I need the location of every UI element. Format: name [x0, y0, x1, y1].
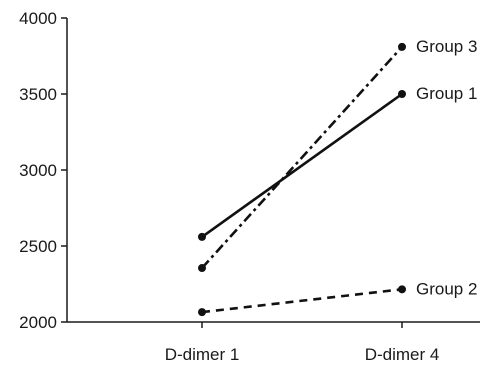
data-point — [398, 90, 406, 98]
series-group-2: Group 2 — [198, 279, 477, 317]
series-label: Group 2 — [416, 279, 477, 298]
y-tick-label: 4000 — [19, 9, 57, 28]
y-tick-label: 3500 — [19, 85, 57, 104]
series-label: Group 1 — [416, 84, 477, 103]
series-line — [201, 46, 403, 269]
data-point — [398, 285, 406, 294]
series-group-3: Group 3 — [198, 37, 477, 273]
series-line — [201, 288, 403, 314]
y-tick-label: 2500 — [19, 237, 57, 256]
chart-axes — [66, 18, 480, 323]
y-ticks: 2000 2500 3000 3500 4000 — [19, 9, 67, 332]
y-tick-label: 3000 — [19, 161, 57, 180]
data-point — [398, 42, 406, 51]
x-category-label: D-dimer 1 — [165, 345, 240, 364]
x-ticks: D-dimer 1 D-dimer 4 — [165, 322, 440, 364]
series-line — [201, 92, 403, 238]
data-point — [198, 232, 206, 241]
series-group-1: Group 1 — [198, 84, 477, 241]
x-category-label: D-dimer 4 — [365, 345, 440, 364]
series-group: Group 1 Group 2 Group 3 — [198, 37, 477, 317]
data-point — [198, 308, 206, 317]
data-point — [198, 264, 206, 273]
series-label: Group 3 — [416, 37, 477, 56]
y-tick-label: 2000 — [19, 313, 57, 332]
